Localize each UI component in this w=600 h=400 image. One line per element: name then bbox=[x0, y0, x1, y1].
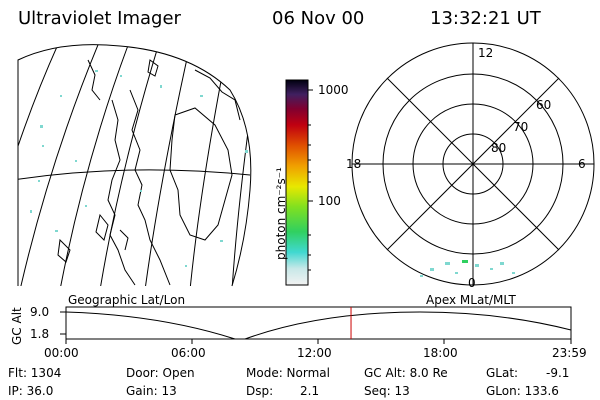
intensity-colorbar bbox=[285, 79, 313, 286]
altitude-curve bbox=[65, 311, 572, 340]
mlt-label-12: 12 bbox=[478, 46, 494, 60]
meridian-line bbox=[231, 79, 251, 286]
coastline bbox=[87, 59, 101, 101]
altitude-frame bbox=[65, 306, 572, 340]
alt-tick-label-1: 1.8 bbox=[30, 327, 50, 341]
meridian-line bbox=[144, 44, 191, 286]
flight-number: Flt: 1304 bbox=[8, 366, 62, 380]
meridian-line bbox=[59, 44, 131, 286]
speckle-noise bbox=[30, 70, 248, 267]
colorbar-gradient bbox=[285, 79, 309, 286]
polar-plot bbox=[351, 42, 595, 286]
door-status: Door: Open bbox=[126, 366, 195, 380]
coastline bbox=[119, 229, 129, 251]
instrument-title: Ultraviolet Imager bbox=[18, 8, 181, 29]
coastline bbox=[194, 69, 241, 121]
coastline bbox=[147, 59, 159, 77]
geographic-globe bbox=[17, 44, 252, 287]
observation-time: 13:32:21 UT bbox=[430, 8, 541, 29]
mlat-label-70: 70 bbox=[513, 120, 529, 134]
time-label-1200: 12:00 bbox=[297, 346, 332, 360]
mlat-label-80: 80 bbox=[491, 141, 507, 155]
polar-diagonal bbox=[386, 77, 560, 251]
seq-value: Seq: 13 bbox=[364, 384, 410, 398]
dsp-value: 2.1 bbox=[300, 384, 320, 398]
dsp-label: Dsp: bbox=[246, 384, 274, 398]
coastline bbox=[129, 89, 171, 286]
mode-value: Mode: Normal bbox=[246, 366, 330, 380]
mlt-label-0: 0 bbox=[468, 276, 476, 290]
polar-auroral-emission bbox=[420, 260, 515, 277]
time-label-2359: 23:59 bbox=[552, 346, 587, 360]
observation-date: 06 Nov 00 bbox=[272, 8, 365, 29]
geo-caption: Geographic Lat/Lon bbox=[68, 293, 186, 307]
meridian-line bbox=[99, 44, 161, 286]
colorbar-label-1000: 1000 bbox=[318, 83, 349, 97]
colorbar-unit-label: photon cm⁻²s⁻¹ bbox=[274, 167, 288, 260]
time-label-1800: 18:00 bbox=[423, 346, 458, 360]
apex-caption: Apex MLat/MLT bbox=[426, 293, 516, 307]
glat-value: -9.1 bbox=[546, 366, 570, 380]
meridian-line bbox=[18, 44, 61, 281]
time-label-0600: 06:00 bbox=[171, 346, 206, 360]
meridian-line bbox=[189, 59, 226, 286]
alt-tick-label-9: 9.0 bbox=[30, 305, 50, 319]
gc-alt-value: GC Alt: 8.0 Re bbox=[364, 366, 448, 380]
coastline bbox=[169, 107, 233, 241]
meridian-line bbox=[19, 44, 101, 286]
mlat-label-60: 60 bbox=[536, 98, 552, 112]
ip-value: IP: 36.0 bbox=[8, 384, 54, 398]
coastline bbox=[95, 213, 109, 241]
globe-limb bbox=[17, 44, 252, 287]
mlt-label-6: 6 bbox=[578, 157, 586, 171]
coastline bbox=[57, 238, 71, 263]
gain-value: Gain: 13 bbox=[126, 384, 177, 398]
glon-value: GLon: 133.6 bbox=[486, 384, 559, 398]
mlt-label-18: 18 bbox=[346, 157, 362, 171]
altitude-strip bbox=[60, 306, 572, 344]
glat-label: GLat: bbox=[486, 366, 519, 380]
latitude-line bbox=[18, 169, 251, 183]
alt-axis-title: GC Alt bbox=[10, 307, 24, 345]
coastline bbox=[107, 99, 136, 286]
colorbar-label-100: 100 bbox=[318, 194, 341, 208]
time-label-0000: 00:00 bbox=[44, 346, 79, 360]
